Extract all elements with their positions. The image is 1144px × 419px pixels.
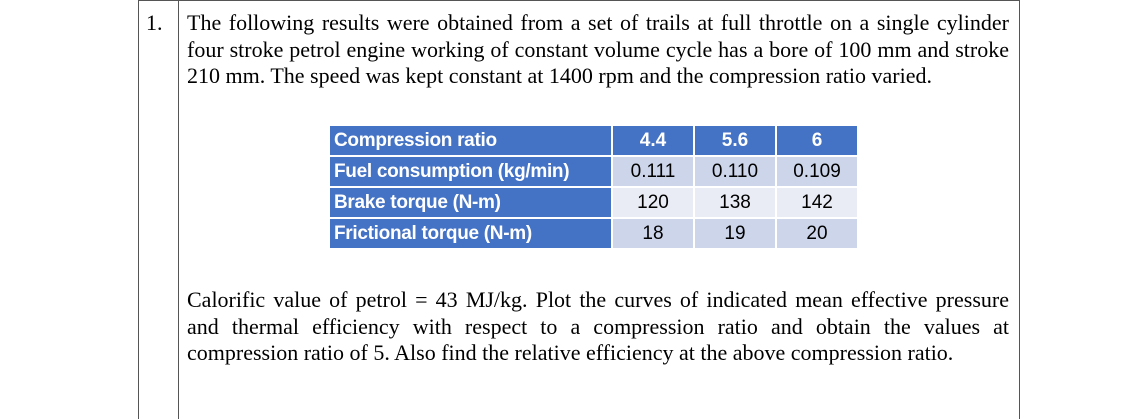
box-top-border (138, 0, 1020, 1)
question-closing-text: Calorific value of petrol = 43 MJ/kg. Pl… (187, 287, 1009, 365)
row-label: Compression ratio (330, 126, 611, 155)
header-cell: 4.4 (613, 126, 693, 155)
table-row: Fuel consumption (kg/min) 0.111 0.110 0.… (330, 157, 857, 186)
question-intro-text: The following results were obtained from… (187, 10, 1009, 88)
row-label: Frictional torque (N-m) (330, 219, 611, 248)
table-cell: 18 (613, 219, 693, 248)
question-number: 1. (146, 10, 163, 35)
box-right-border (1019, 0, 1020, 419)
table-row: Brake torque (N-m) 120 138 142 (330, 188, 857, 217)
results-table: Compression ratio 4.4 5.6 6 Fuel consump… (328, 124, 859, 250)
table-cell: 120 (613, 188, 693, 217)
table-cell: 0.110 (695, 157, 775, 186)
table-header-row: Compression ratio 4.4 5.6 6 (330, 126, 857, 155)
table-cell: 20 (777, 219, 857, 248)
header-cell: 6 (777, 126, 857, 155)
table-cell: 19 (695, 219, 775, 248)
table-cell: 0.109 (777, 157, 857, 186)
table-cell: 138 (695, 188, 775, 217)
row-label: Brake torque (N-m) (330, 188, 611, 217)
table-cell: 142 (777, 188, 857, 217)
header-cell: 5.6 (695, 126, 775, 155)
number-column-divider (178, 0, 179, 419)
table-row: Frictional torque (N-m) 18 19 20 (330, 219, 857, 248)
row-label: Fuel consumption (kg/min) (330, 157, 611, 186)
box-left-border (138, 0, 139, 419)
table-cell: 0.111 (613, 157, 693, 186)
